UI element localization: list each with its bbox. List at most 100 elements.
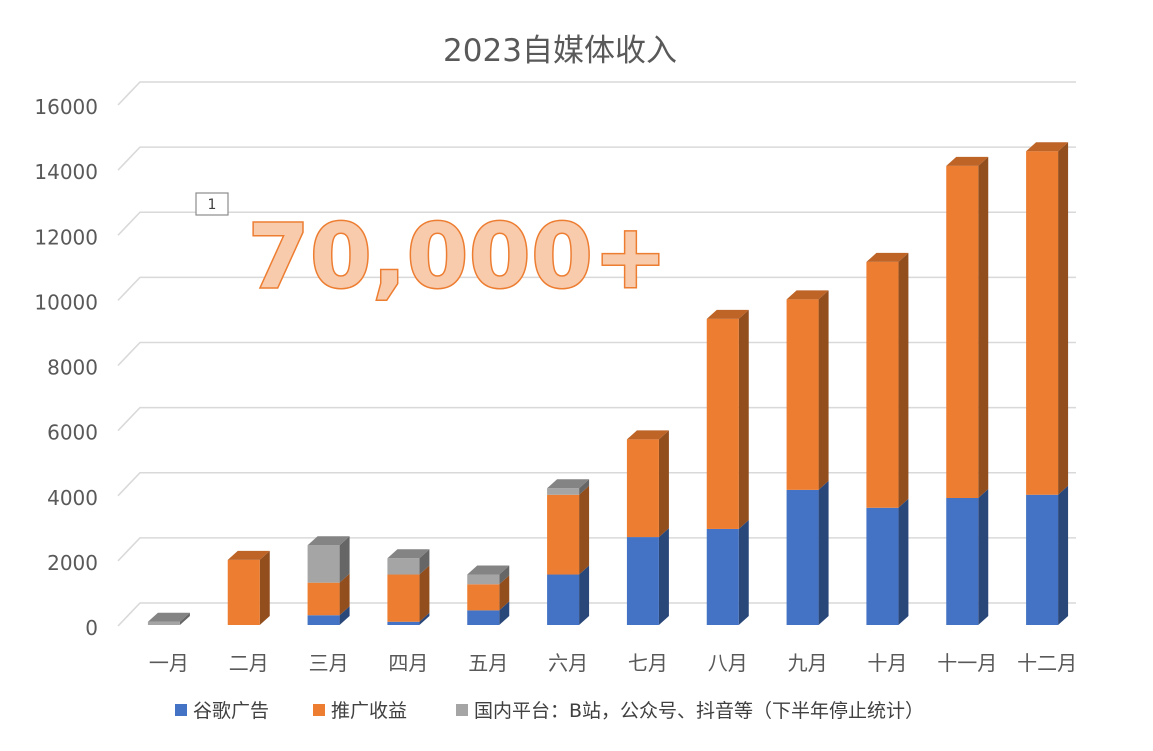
bar-side-0	[898, 498, 909, 625]
bar-side-2	[579, 479, 590, 495]
x-tick-label: 七月	[628, 651, 668, 675]
bar-top	[147, 612, 190, 622]
callout-box-border	[195, 192, 229, 216]
bar-side-1	[579, 485, 590, 575]
bar-segment-0	[547, 574, 580, 625]
bar-segment-1	[227, 559, 260, 625]
legend-swatch	[175, 704, 187, 716]
bar-top	[786, 290, 829, 300]
gridline	[117, 276, 1076, 301]
bar-segment-0	[946, 498, 979, 625]
x-tick-label: 一月	[149, 651, 189, 675]
gridline	[117, 341, 1076, 367]
y-tick-label: 16000	[34, 95, 98, 119]
legend: 谷歌广告 推广收益 国内平台：B站，公众号、抖音等（下半年停止统计）	[175, 700, 924, 722]
bar-segment-1	[786, 299, 819, 490]
bar-side-1	[419, 565, 430, 622]
bar-top	[547, 479, 590, 489]
y-tick-label: 6000	[47, 421, 98, 445]
callout-box-label: 1	[208, 197, 217, 213]
x-tick-label: 十二月	[1017, 651, 1077, 675]
y-tick-label: 0	[85, 616, 98, 640]
legend-label: 推广收益	[331, 700, 407, 722]
callout-box: 1	[195, 192, 229, 216]
bar-top	[866, 252, 909, 262]
y-tick-label: 10000	[34, 290, 98, 314]
bar-side-0	[978, 489, 989, 625]
bar-segment-1	[1026, 151, 1059, 495]
bar-segment-0	[626, 537, 659, 625]
gridline	[117, 146, 1076, 171]
gridline	[117, 602, 1076, 627]
y-tick-label: 2000	[47, 551, 98, 575]
bar-side-1	[499, 575, 510, 611]
x-tick-label: 三月	[309, 651, 349, 675]
bar-segment-1	[387, 574, 420, 622]
bar-top	[227, 550, 270, 560]
legend-label: 国内平台：B站，公众号、抖音等（下半年停止统计）	[474, 700, 924, 722]
bar-side-0	[658, 528, 669, 625]
bar-segment-1	[467, 584, 500, 611]
bar-segment-2	[147, 621, 180, 625]
bar-top	[467, 565, 510, 575]
x-tick-label: 八月	[708, 651, 748, 675]
bar-side-0	[579, 565, 590, 625]
bar-side-1	[738, 309, 749, 529]
bar-side-0	[339, 606, 350, 625]
chart-title: 2023自媒体收入	[443, 33, 677, 69]
x-tick-label: 五月	[468, 651, 508, 675]
bar-segment-1	[547, 494, 580, 575]
bar-side-1	[658, 430, 669, 538]
bar-top	[946, 156, 989, 166]
bar-top	[1026, 142, 1069, 152]
y-tick-label: 12000	[34, 225, 98, 249]
big-total-annotation: 70,000+	[248, 205, 668, 308]
bar-side-1	[259, 550, 270, 625]
bar-segment-0	[467, 610, 500, 625]
legend-label: 谷歌广告	[193, 700, 269, 722]
x-axis-tick-labels: 一月 二月 三月 四月 五月 六月 七月 八月 九月 十月 十一月 十二月	[149, 651, 1077, 675]
bar-segment-1	[946, 165, 979, 499]
bar-top	[706, 309, 749, 319]
gridline	[117, 81, 1076, 106]
bar-top	[387, 549, 430, 559]
bar-segment-1	[307, 582, 340, 616]
bar-segment-0	[307, 615, 340, 625]
bar-segment-2	[547, 488, 580, 495]
bar-side-0	[818, 480, 829, 625]
bar-side-0	[499, 601, 510, 625]
bar-segment-1	[626, 439, 659, 538]
bar-side-1	[339, 573, 350, 616]
bar-segment-2	[307, 545, 340, 583]
bar-side-2	[179, 612, 190, 625]
x-tick-label: 四月	[388, 651, 428, 675]
bar-side-0	[1058, 485, 1069, 625]
bar-side-0	[419, 612, 430, 625]
x-tick-label: 九月	[788, 651, 828, 675]
bar-side-2	[419, 549, 430, 575]
bar-top	[307, 536, 350, 546]
bar-segment-0	[706, 528, 739, 625]
y-tick-label: 4000	[47, 486, 98, 510]
bar-segment-0	[387, 621, 420, 625]
gridline	[117, 406, 1076, 432]
x-tick-label: 十月	[867, 651, 907, 675]
bar-side-1	[978, 156, 989, 499]
legend-swatch	[313, 704, 325, 716]
bar-segment-0	[866, 507, 899, 625]
legend-swatch	[456, 704, 468, 716]
bar-segment-2	[387, 558, 420, 575]
gridline	[117, 537, 1076, 562]
gridlines	[117, 81, 1076, 627]
bar-segment-1	[866, 261, 899, 508]
bar-segment-1	[706, 318, 739, 529]
bar-side-1	[1058, 142, 1069, 495]
bar-side-1	[818, 290, 829, 490]
gridline	[117, 471, 1076, 497]
bar-side-2	[339, 536, 350, 583]
y-tick-label: 14000	[34, 160, 98, 184]
x-tick-label: 六月	[548, 651, 588, 675]
bar-series	[147, 142, 1069, 625]
